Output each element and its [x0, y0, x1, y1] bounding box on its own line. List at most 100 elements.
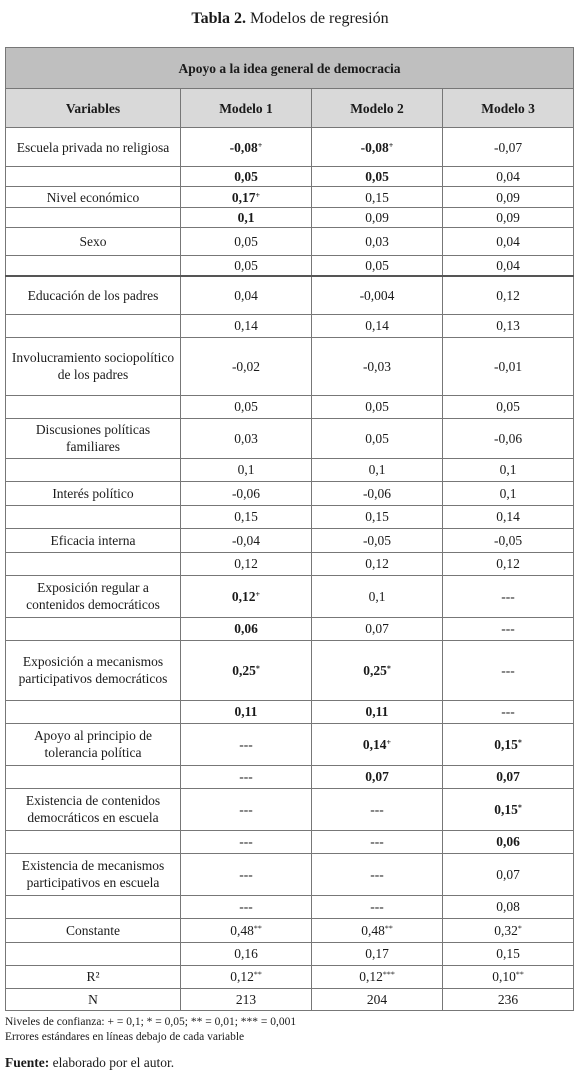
table-caption: Tabla 2. Modelos de regresión — [0, 10, 580, 28]
value-cell: 0,05 — [180, 166, 312, 187]
value-cell: 0,12+ — [180, 574, 312, 618]
coefficient-value: 0,14 — [365, 318, 389, 333]
table-row: N 213 204 236 — [5, 987, 575, 1011]
value-cell: 0,12 — [441, 275, 575, 315]
table-row-std-error: 0,05 0,05 0,04 — [5, 255, 575, 277]
coefficient-value: --- — [501, 662, 515, 678]
variable-cell — [5, 504, 181, 529]
coefficient-value: 0,03 — [365, 234, 389, 249]
coefficient-value: --- — [501, 621, 515, 636]
significance-marker: + — [255, 190, 261, 200]
coefficient-value: --- — [239, 736, 253, 752]
coefficient-value: 0,09 — [496, 189, 520, 205]
regression-table: Apoyo a la idea general de democracia Va… — [4, 47, 575, 1011]
coefficient-value: 0,12 — [234, 556, 258, 571]
value-cell: -0,08+ — [311, 127, 443, 167]
coefficient-value: 0,1 — [499, 485, 517, 501]
value-cell: 0,08 — [441, 894, 575, 919]
value-cell: -0,02 — [180, 336, 312, 396]
significance-marker: * — [517, 802, 522, 812]
variable-cell — [5, 551, 181, 576]
value-cell: 0,12*** — [311, 964, 443, 989]
coefficient-value: 0,1 — [499, 462, 517, 477]
value-cell: 0,1 — [180, 207, 312, 228]
table-row: Escuela privada no religiosa -0,08+ -0,08+… — [5, 127, 575, 167]
table-row: Existencia de contenidos democráticos en… — [5, 787, 575, 831]
table-row: Exposición a mecanismos participativos d… — [5, 639, 575, 701]
coefficient-value: 0,1 — [368, 588, 386, 604]
table-row: R² 0,12** 0,12*** 0,10** — [5, 964, 575, 989]
value-cell: 0,05 — [441, 394, 575, 419]
value-cell: 0,15 — [180, 504, 312, 529]
coefficient-value: 0,15 — [365, 509, 389, 524]
value-cell: 0,15 — [311, 504, 443, 529]
table-row: Existencia de mecanismos participativos … — [5, 852, 575, 896]
value-cell: --- — [441, 639, 575, 701]
coefficient-value: -0,06 — [362, 485, 392, 501]
table-title: Apoyo a la idea general de democracia — [4, 47, 575, 89]
table-row: Discusiones políticas familiares 0,03 0,05… — [5, 417, 575, 459]
source-label: Fuente: — [5, 1055, 50, 1070]
value-cell: 0,1 — [441, 480, 575, 506]
coefficient-value: -0,06 — [231, 485, 261, 501]
value-cell: 0,07 — [311, 616, 443, 641]
variable-cell: Existencia de mecanismos participativos … — [5, 852, 181, 896]
variable-cell: Nivel económico — [5, 186, 181, 208]
value-cell: 0,48** — [311, 917, 443, 943]
value-cell: 0,09 — [441, 207, 575, 228]
coefficient-value: --- — [370, 866, 384, 882]
coefficient-value: 0,04 — [496, 234, 520, 249]
coefficient-value: 0,11 — [234, 704, 258, 719]
coefficient-value: 0,17 — [231, 189, 256, 205]
coefficient-value: --- — [370, 899, 384, 914]
value-cell: 0,03 — [180, 417, 312, 459]
coefficient-value: 0,1 — [237, 210, 255, 225]
variable-cell: Constante — [5, 917, 181, 943]
value-cell: --- — [180, 852, 312, 896]
value-cell: 0,14 — [311, 313, 443, 338]
variable-cell: Discusiones políticas familiares — [5, 417, 181, 459]
value-cell: 0,12 — [311, 551, 443, 576]
column-header: Modelo 2 — [311, 88, 443, 128]
variable-cell — [5, 829, 181, 854]
caption-label: Tabla 2. — [191, 10, 246, 27]
table-row: Interés político -0,06 -0,06 0,1 — [5, 480, 575, 506]
coefficient-value: 0,05 — [234, 169, 258, 184]
value-cell: -0,06 — [180, 480, 312, 506]
significance-marker: * — [386, 663, 391, 673]
table-body: Escuela privada no religiosa -0,08+ -0,08+… — [5, 127, 575, 1011]
variable-cell — [5, 313, 181, 338]
coefficient-value: 0,12 — [359, 969, 383, 984]
value-cell: 0,1 — [180, 457, 312, 482]
coefficient-value: 0,15 — [496, 946, 520, 961]
table-row-std-error: 0,12 0,12 0,12 — [5, 551, 575, 576]
value-cell: 0,14 — [180, 313, 312, 338]
coefficient-value: -0,04 — [231, 532, 261, 548]
variable-cell — [5, 699, 181, 724]
value-cell: 0,15* — [441, 722, 575, 766]
value-cell: 0,12** — [180, 964, 312, 989]
value-cell: 0,03 — [311, 227, 443, 256]
coefficient-value: 0,05 — [234, 234, 258, 249]
significance-marker: + — [386, 737, 392, 747]
coefficient-value: 0,04 — [496, 258, 520, 273]
value-cell: 0,15* — [441, 787, 575, 831]
value-cell: 0,04 — [441, 166, 575, 187]
significance-marker: *** — [382, 970, 395, 979]
value-cell: 0,07 — [441, 764, 575, 789]
variable-cell: N — [5, 987, 181, 1011]
coefficient-value: 0,32 — [494, 922, 518, 938]
table-row-std-error: 0,14 0,14 0,13 — [5, 313, 575, 338]
coefficient-value: --- — [239, 834, 253, 849]
variable-cell: Involucramiento sociopolítico de los pad… — [5, 336, 181, 396]
coefficient-value: 0,12 — [230, 969, 254, 984]
value-cell: -0,08+ — [180, 127, 312, 167]
value-cell: 204 — [311, 987, 443, 1011]
coefficient-value: --- — [239, 866, 253, 882]
coefficient-value: 0,05 — [365, 399, 389, 414]
coefficient-value: 0,05 — [365, 169, 389, 184]
coefficient-value: 0,12 — [496, 287, 520, 303]
significance-marker: + — [257, 140, 263, 150]
variable-cell — [5, 255, 181, 277]
value-cell: --- — [441, 574, 575, 618]
